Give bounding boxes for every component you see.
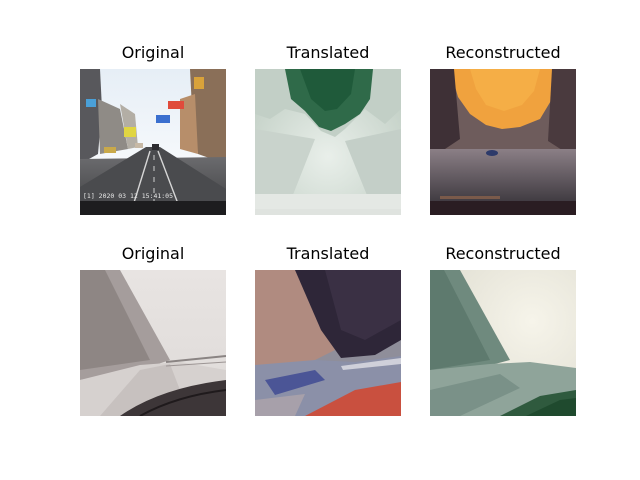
panel-row2-reconstructed: Reconstructed <box>430 244 576 416</box>
panel-title: Translated <box>286 43 370 62</box>
panel-title: Original <box>121 43 185 62</box>
panel-row2-original: Original <box>80 244 226 416</box>
translated-image <box>255 270 401 416</box>
panel-title: Reconstructed <box>445 244 561 263</box>
panel-title: Reconstructed <box>445 43 561 62</box>
timestamp-overlay: [1] 2020 03 12 15:41:05 <box>83 192 173 200</box>
foggy-snow-road-image <box>80 270 226 416</box>
panel-row1-reconstructed: Reconstructed <box>430 43 576 215</box>
panel-row1-translated: Translated <box>255 43 401 215</box>
panel-row2-translated: Translated <box>255 244 401 416</box>
translated-image <box>255 69 401 215</box>
panel-title: Original <box>121 244 185 263</box>
city-street-dashcam-image: [1] 2020 03 12 15:41:05 <box>80 69 226 215</box>
panel-title: Translated <box>286 244 370 263</box>
panel-row1-original: Original [1] 2020 0 <box>80 43 226 215</box>
reconstructed-image <box>430 270 576 416</box>
reconstructed-image <box>430 69 576 215</box>
